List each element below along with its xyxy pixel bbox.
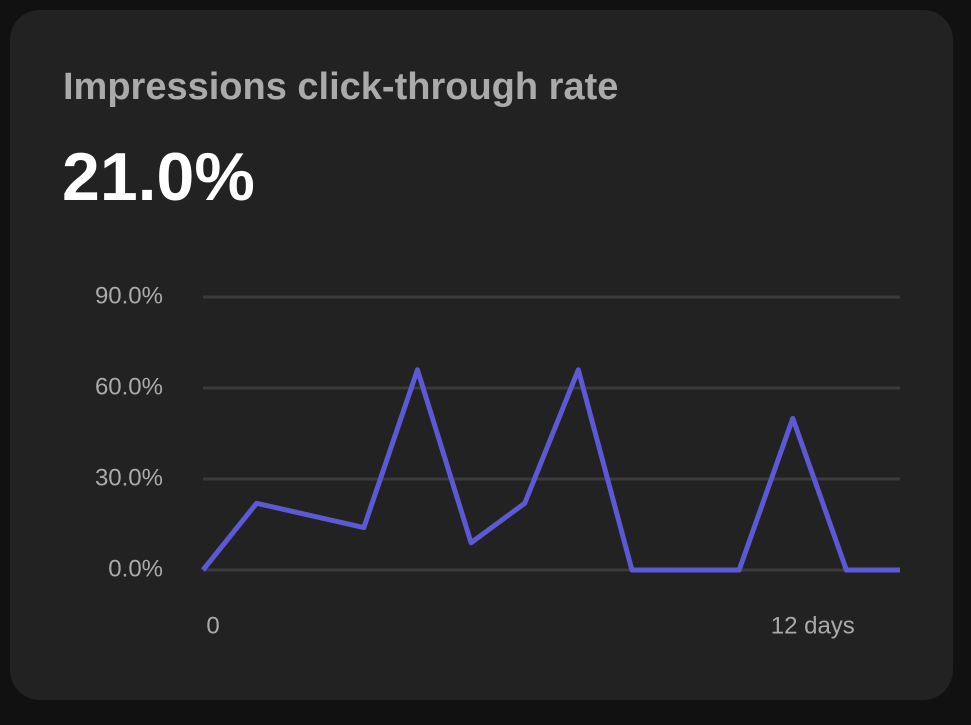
x-tick-label: 0: [206, 612, 219, 639]
y-tick-label: 60.0%: [95, 373, 163, 400]
card-title: Impressions click-through rate: [63, 66, 619, 108]
y-tick-label: 0.0%: [108, 555, 163, 582]
card-value: 21.0%: [62, 139, 255, 215]
y-tick-label: 90.0%: [95, 282, 163, 309]
card: Impressions click-through rate 21.0%: [10, 10, 953, 700]
x-tick-label: 12 days: [771, 612, 855, 639]
y-tick-label: 30.0%: [95, 464, 163, 491]
data-line: [201, 367, 900, 573]
